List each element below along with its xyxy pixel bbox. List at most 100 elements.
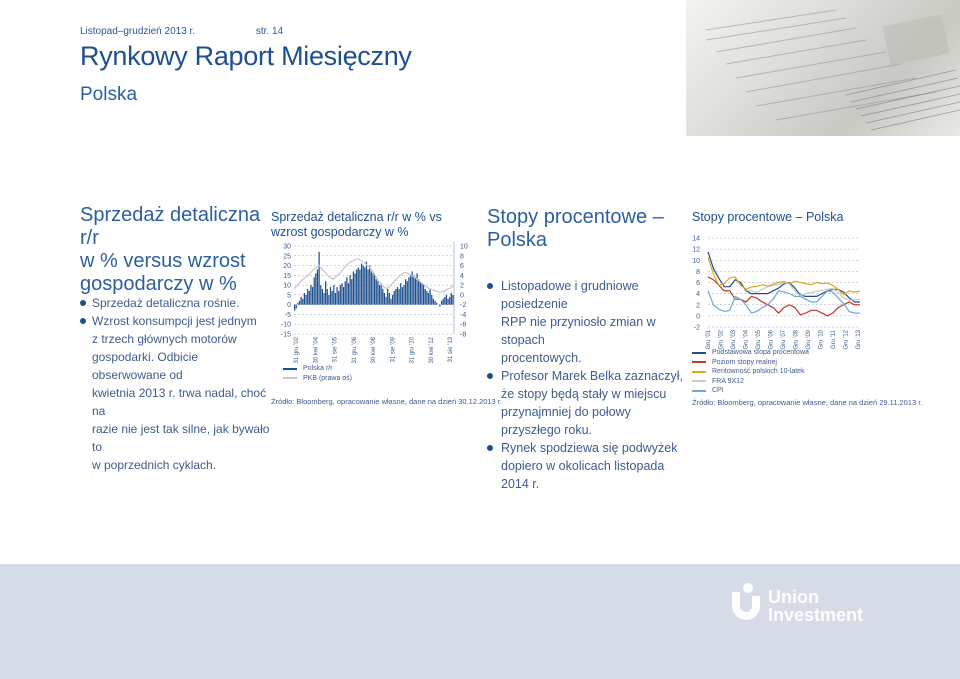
x-tick-label: 31 sie '05 [333,336,339,362]
retail-sales-bar [294,304,296,311]
page-number: str. 14 [255,26,284,37]
retail-sales-bar [400,283,402,305]
retail-sales-bar [416,273,418,305]
retail-sales-bar [360,263,363,305]
retail-sales-bar [380,283,382,305]
y-left-tick-label: 25 [283,253,291,260]
retail-sales-bar [357,267,359,305]
x-tick-label: Gru '13 [856,329,862,349]
heading-line: Sprzedaż detaliczna r/r [80,204,261,249]
union-investment-logo [728,582,764,627]
retail-sales-bar [385,296,387,305]
retail-sales-bar [445,294,448,305]
retail-sales-bar [431,294,433,305]
y-left-tick-label: 5 [287,292,291,299]
retail-sales-bar [305,294,307,305]
bullet-item: Wzrost konsumpcji jest jednym z trzech g… [80,312,270,474]
legend-swatch [692,351,706,354]
retail-sales-bar [429,289,431,305]
retail-sales-bar [298,300,301,305]
retail-sales-bar [362,265,364,305]
retail-sales-bar [370,271,372,305]
bullet-item: Rynek spodziewa się podwyżek dopiero w o… [487,439,687,493]
retail-sales-bar [449,296,451,305]
chart2-source: Źródło: Bloomberg, opracowanie własne, d… [692,398,923,407]
retail-sales-bar [308,290,310,305]
y-tick-label: 4 [696,291,700,298]
bullet-line: w poprzednich cyklach. [92,458,217,472]
y-left-tick-label: -10 [281,322,291,329]
bullet-line: razie nie jest tak silne, jak bywało to [92,422,270,454]
retail-sales-bar [424,289,426,305]
retail-sales-bar [315,273,317,305]
legend-item: Poziom stopy realnej [692,358,809,368]
retail-sales-heading: Sprzedaż detaliczna r/r w % versus wzros… [80,204,270,296]
x-tick-label: 31 sie '09 [390,336,396,362]
retail-sales-bar [310,285,312,305]
retail-sales-bar [439,304,441,307]
y-right-tick-label: -4 [460,312,466,319]
legend-label: CPI [712,387,724,395]
heading-line: gospodarczy w % [80,273,237,295]
chart1-title: Sprzedaż detaliczna r/r w % vs wzrost go… [271,210,471,240]
y-right-tick-label: 0 [460,292,464,299]
page-subtitle: Polska [80,84,138,105]
retail-sales-bar [336,287,338,305]
rate-series-line [707,290,860,314]
bullet-line: przynajmniej do połowy [501,405,631,419]
x-tick-label: Gru '09 [806,329,812,349]
retail-sales-bar [383,292,386,305]
retail-sales-bar [426,290,428,305]
retail-sales-bar [367,269,369,305]
y-left-tick-label: 10 [283,283,291,290]
retail-sales-bar [351,279,353,305]
legend-label: PKB (prawa oś) [303,374,353,382]
retail-sales-bar [303,292,306,305]
retail-sales-bar [295,304,297,309]
y-left-tick-label: 20 [283,263,291,270]
retail-sales-bar [405,279,407,305]
x-tick-label: Gru '11 [831,329,837,349]
x-tick-label: Gru '04 [744,329,750,349]
retail-sales-bar [427,292,430,305]
retail-sales-bar [372,273,374,305]
y-left-tick-label: -15 [281,332,291,339]
legend-swatch [283,377,297,380]
retail-sales-bar [398,289,400,305]
retail-sales-bar [391,294,394,305]
y-tick-label: -2 [694,325,700,332]
legend-item: Polska r/r [283,364,352,374]
legend-item: Podstawowa stopa procentowa [692,348,809,358]
bullet-line: Rynek spodziewa się podwyżek [501,441,678,455]
retail-sales-bar [311,287,314,305]
chart1-legend: Polska r/r PKB (prawa oś) [283,364,352,383]
retail-sales-bar [422,285,425,305]
retail-sales-bar [359,269,361,305]
retail-sales-bar [300,296,302,305]
y-right-tick-label: 10 [460,244,468,251]
bullet-line: gospodarki. Odbicie obserwowane od [92,350,199,382]
gdp-line [293,257,455,294]
retail-sales-bar [377,281,379,305]
newspaper-photo [686,0,960,136]
retail-sales-bar [418,279,420,305]
retail-sales-bar [382,289,384,305]
retail-sales-bar [339,285,341,305]
retail-sales-bar [341,283,343,305]
retail-sales-bar [419,281,421,305]
retail-sales-bar [320,285,322,305]
retail-sales-bar [302,298,304,305]
retail-sales-bar [408,277,410,305]
x-tick-label: 31 gru '06 [352,336,358,363]
legend-item: PKB (prawa oś) [283,374,352,384]
retail-sales-bar [369,265,371,305]
retail-sales-bar [403,285,405,305]
y-tick-label: 12 [692,247,700,254]
retail-sales-bar [401,287,403,305]
retail-sales-bar [297,302,299,305]
y-right-tick-label: 8 [460,253,464,260]
x-tick-label: 31 gru '10 [410,336,416,363]
y-left-tick-label: 30 [283,244,291,251]
y-left-tick-label: -5 [285,312,291,319]
